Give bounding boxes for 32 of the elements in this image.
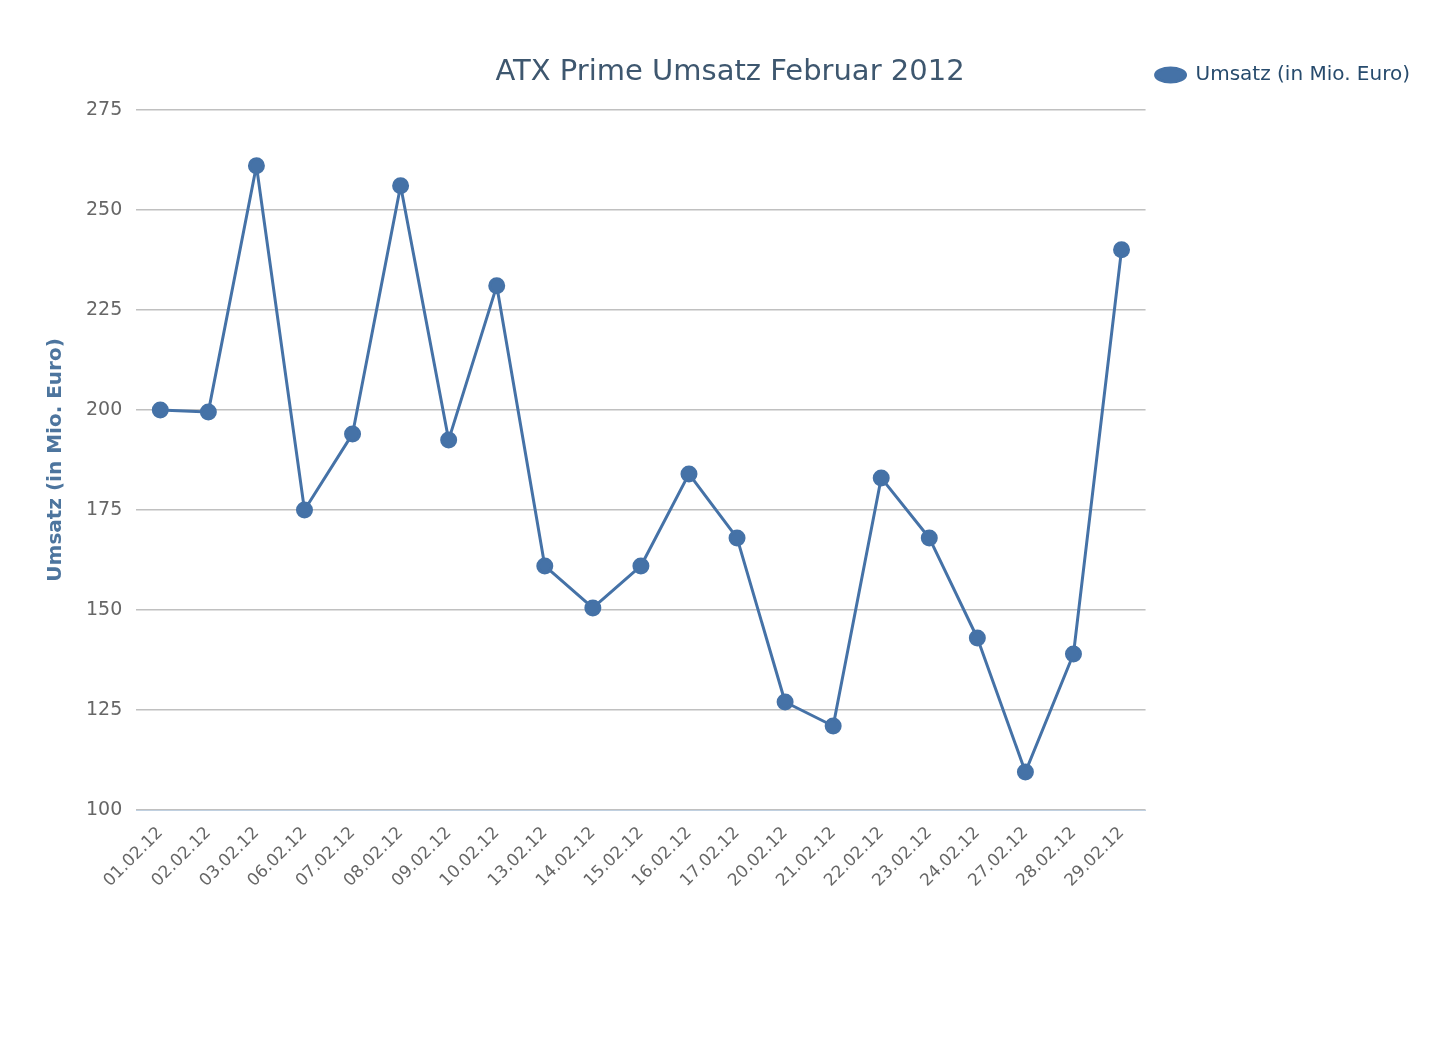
point [536,557,554,575]
point [1016,763,1034,781]
y-tick-label: 150 [86,596,123,619]
y-tick-label: 225 [86,296,123,319]
y-tick-label: 100 [86,796,123,819]
point [728,529,746,547]
legend-label: Umsatz (in Mio. Euro) [1195,61,1410,86]
point [344,425,362,443]
point [392,177,410,195]
point [488,277,506,295]
point [632,557,650,575]
point [968,629,986,647]
point [440,431,458,449]
y-tick-label: 125 [86,696,123,719]
point [776,693,794,711]
point [199,403,217,421]
point [680,465,698,483]
point [824,717,842,735]
point [584,599,602,617]
point [247,157,265,175]
y-tick-label: 275 [86,96,123,119]
y-tick-label: 250 [86,196,123,219]
point [1113,241,1131,259]
point [920,529,938,547]
point [295,501,313,519]
y-tick-label: 175 [86,496,123,519]
y-axis-title: Umsatz (in Mio. Euro) [42,338,67,582]
chart-title: ATX Prime Umsatz Februar 2012 [495,52,965,87]
point [151,401,169,419]
point [872,469,890,487]
y-tick-label: 200 [86,396,123,419]
point [1064,645,1082,663]
